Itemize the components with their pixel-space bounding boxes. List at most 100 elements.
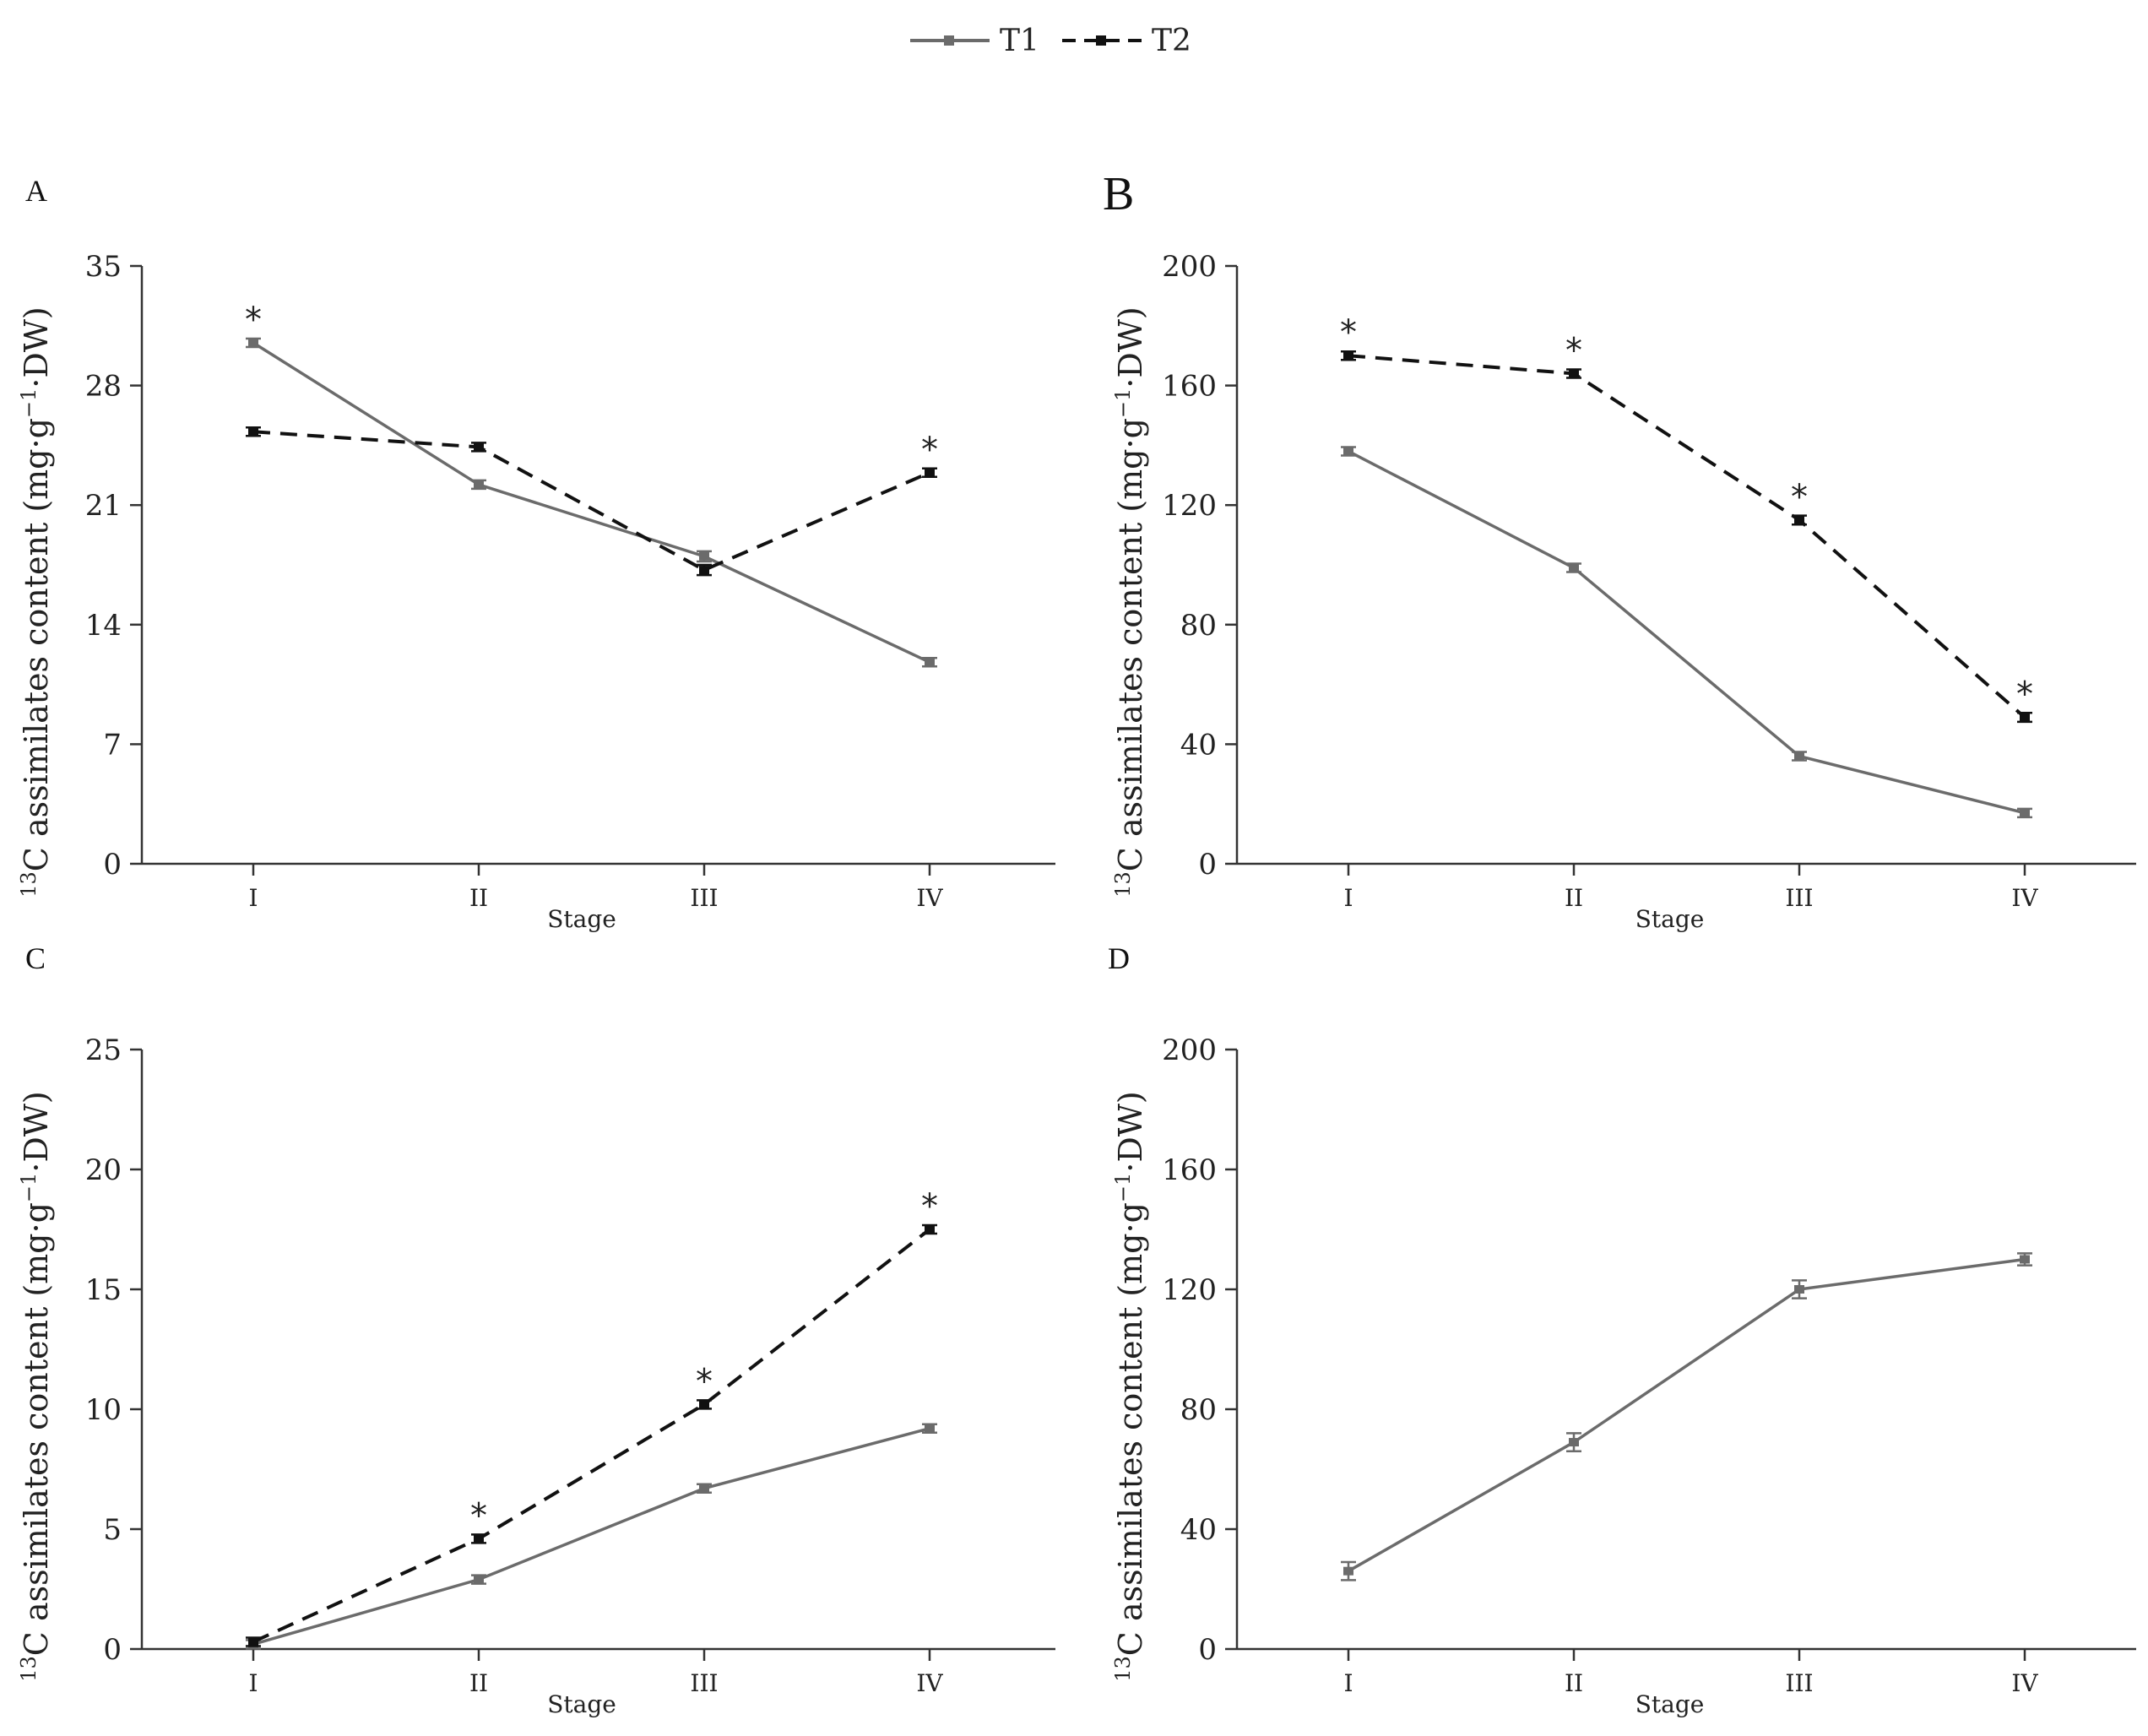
panel-c-series-t1-line [252, 1427, 930, 1646]
panel-a-series-t2-point [925, 468, 935, 477]
panel-c-series-t1-point [699, 1484, 709, 1493]
panel-a-y-tick-label: 35 [85, 250, 122, 284]
panel-letter-c: C [25, 941, 46, 975]
panel-c-series-t2-significance-star: * [470, 1496, 487, 1535]
panel-a-series-t1-significance-star: * [245, 301, 262, 339]
panel-d-series-t1-point [1569, 1438, 1579, 1447]
panel-c-y-tick-label: 15 [85, 1273, 122, 1307]
panel-b-y-tick-label: 200 [1162, 250, 1217, 284]
panel-b-series-t2-line [1348, 354, 2026, 719]
panel-d-y-axis-label: 13C assimilates content (mg·g−1·DW) [1111, 1091, 1149, 1681]
panel-d-series-t1-point [1343, 1566, 1353, 1576]
panel-letter-d: D [1108, 941, 1130, 975]
legend-item-t2: T2 [1062, 24, 1191, 58]
panel-c-y-tick-label: 25 [85, 1033, 122, 1067]
panel-d-series-t1-line [1348, 1257, 2026, 1573]
panel-a-series-t1-point [925, 658, 935, 667]
panel-a-series-t2-line [252, 430, 930, 572]
panel-a-x-axis-label: Stage [547, 905, 616, 933]
panel-b-x-tick-label: I [1343, 884, 1353, 912]
panel-c-series-t1-point [474, 1575, 484, 1584]
panel-d-x-tick-label: I [1343, 1669, 1353, 1697]
panel-c-series-t2-point [474, 1534, 484, 1543]
panel-b-series-t1-point [1569, 563, 1579, 572]
panel-b-series-t2-point [1343, 351, 1353, 361]
panel-c-x-tick-label: III [690, 1669, 718, 1697]
panel-d-y-tick-label: 120 [1162, 1273, 1217, 1307]
panel-letter-b: B [1103, 168, 1134, 220]
panel-letter-a: A [25, 174, 47, 208]
panel-b-series-t2-significance-star: * [1565, 331, 1582, 370]
panel-c-x-tick-label: IV [916, 1669, 943, 1697]
panel-b-x-tick-label: IV [2011, 884, 2038, 912]
panel-c-series-t2-point [248, 1637, 258, 1646]
panel-d-x-axis-label: Stage [1635, 1690, 1705, 1718]
legend-marker-t1 [944, 35, 954, 46]
panel-d-series-t1-point [1794, 1285, 1804, 1294]
panel-a-series-t2-point [474, 442, 484, 452]
panel-a-series-t2-significance-star: * [921, 431, 938, 469]
panel-b-series-t1-point [1794, 751, 1804, 761]
legend: T1 T2 [910, 24, 1191, 58]
panel-a-y-tick-label: 0 [103, 848, 122, 882]
panel-b-x-tick-label: II [1565, 884, 1583, 912]
panel-a-x-tick-label: II [469, 884, 488, 912]
panel-b-series-t2-point [1794, 515, 1804, 524]
panel-a-y-tick-label: 14 [85, 609, 122, 643]
panel-d-y-tick-label: 80 [1180, 1393, 1217, 1427]
panel-b-y-tick-label: 80 [1180, 609, 1217, 643]
panel-b-y-tick-label: 120 [1162, 489, 1217, 523]
panel-c-series-t2-significance-star: * [696, 1362, 713, 1401]
panel-a-x-tick-label: I [248, 884, 258, 912]
panel-b-series-t1-point [2020, 808, 2030, 817]
panel-b-series-t2-significance-star: * [2016, 675, 2033, 714]
panel-c-x-tick-label: I [248, 1669, 258, 1697]
panel-a-series-t2-point [699, 566, 709, 575]
panel-a-series-t1-point [474, 480, 484, 489]
panel-c-x-tick-label: II [469, 1669, 488, 1697]
legend-label-t2: T2 [1152, 24, 1191, 58]
panel-c-y-tick-label: 5 [103, 1513, 122, 1547]
panel-a-y-tick-label: 7 [103, 728, 122, 762]
panel-b-y-tick-label: 40 [1180, 728, 1217, 762]
panel-a-y-tick-label: 28 [85, 370, 122, 404]
panel-b-series-t1-point [1343, 447, 1353, 456]
panel-a-series-t1-point [248, 339, 258, 348]
panel-c-series-t2-line [252, 1228, 931, 1644]
panel-a-series-t2-point [248, 427, 258, 437]
panel-d-y-tick-label: 160 [1162, 1153, 1217, 1187]
legend-marker-t2 [1096, 35, 1106, 46]
panel-d-series-t1-point [2020, 1255, 2030, 1264]
panel-d-y-tick-label: 0 [1198, 1633, 1217, 1667]
legend-label-t1: T1 [1000, 24, 1039, 58]
panel-b-series-t2-significance-star: * [1791, 478, 1808, 517]
panel-c-series-t2-significance-star: * [921, 1187, 938, 1226]
panel-d-x-tick-label: II [1565, 1669, 1583, 1697]
panel-c-series-t2-point [925, 1225, 935, 1234]
panel-c-x-axis-label: Stage [547, 1690, 616, 1718]
panel-b-y-axis-label: 13C assimilates content (mg·g−1·DW) [1111, 307, 1149, 897]
panel-b-series-t2-significance-star: * [1340, 313, 1357, 352]
panel-c-y-tick-label: 20 [85, 1153, 122, 1187]
panel-b-series-t2-point [1569, 369, 1579, 378]
panel-b-y-tick-label: 160 [1162, 370, 1217, 404]
panel-c-series-t1-point [925, 1424, 935, 1433]
panel-b-y-tick-label: 0 [1198, 848, 1217, 882]
panel-a-series-t1-line [252, 341, 930, 664]
panel-c-y-axis-label: 13C assimilates content (mg·g−1·DW) [17, 1091, 55, 1681]
panel-b-series-t1-line [1348, 449, 2026, 815]
panel-a-y-axis-label: 13C assimilates content (mg·g−1·DW) [17, 307, 55, 897]
panel-d-y-tick-label: 40 [1180, 1513, 1217, 1547]
panel-a-x-tick-label: IV [916, 884, 943, 912]
panel-c-series-t2-point [699, 1400, 709, 1409]
panel-b-series-t2-point [2020, 713, 2030, 722]
panel-b-x-tick-label: III [1785, 884, 1813, 912]
panel-b-x-axis-label: Stage [1635, 905, 1705, 933]
panel-c-y-tick-label: 0 [103, 1633, 122, 1667]
panel-a-series-t1-point [699, 551, 709, 561]
